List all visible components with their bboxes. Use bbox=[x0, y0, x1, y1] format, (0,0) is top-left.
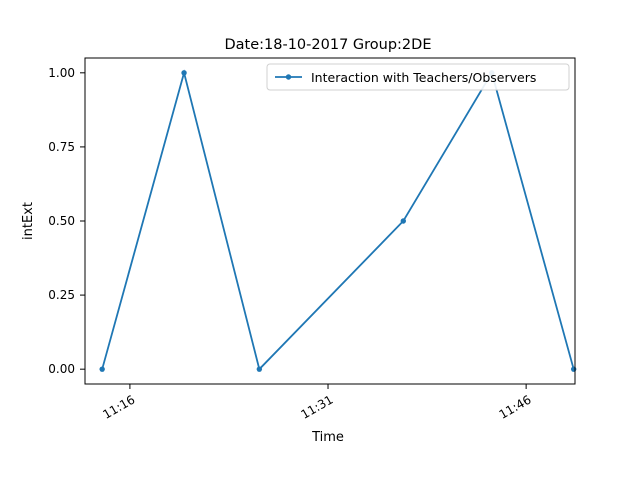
data-point bbox=[99, 366, 105, 372]
y-tick-label: 0.25 bbox=[48, 288, 75, 302]
series-points bbox=[99, 70, 577, 372]
x-tick-label: 11:31 bbox=[299, 392, 336, 421]
legend-label: Interaction with Teachers/Observers bbox=[311, 70, 536, 85]
data-point bbox=[256, 366, 263, 372]
series-line bbox=[101, 69, 575, 371]
legend-box bbox=[266, 63, 570, 91]
x-axis-label: Time bbox=[311, 430, 344, 445]
x-tick-label: 11:46 bbox=[497, 392, 534, 421]
plot-area-frame bbox=[84, 57, 576, 385]
y-tick-label: 0.75 bbox=[48, 140, 75, 154]
y-tick-label: 0.50 bbox=[48, 214, 75, 228]
x-axis-ticks: 11:16 11:31 11:46 bbox=[100, 384, 534, 422]
chart-title: Date:18-10-2017 Group:2DE bbox=[224, 37, 431, 53]
legend: Interaction with Teachers/Observers bbox=[266, 63, 570, 91]
data-point bbox=[400, 218, 407, 224]
y-tick-label: 0.00 bbox=[48, 362, 75, 376]
x-tick-label: 11:16 bbox=[100, 392, 137, 421]
legend-marker bbox=[285, 74, 292, 80]
y-tick-label: 1.00 bbox=[48, 66, 75, 80]
data-point bbox=[570, 366, 577, 372]
data-point bbox=[181, 70, 187, 76]
y-axis-label: intExt bbox=[21, 202, 36, 240]
y-axis-ticks: 0.00 0.25 0.50 0.75 1.00 bbox=[48, 66, 85, 376]
